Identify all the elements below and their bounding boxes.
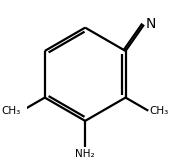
Text: NH₂: NH₂ — [75, 149, 95, 159]
Text: CH₃: CH₃ — [1, 106, 21, 116]
Text: N: N — [146, 17, 156, 31]
Text: CH₃: CH₃ — [150, 106, 169, 116]
